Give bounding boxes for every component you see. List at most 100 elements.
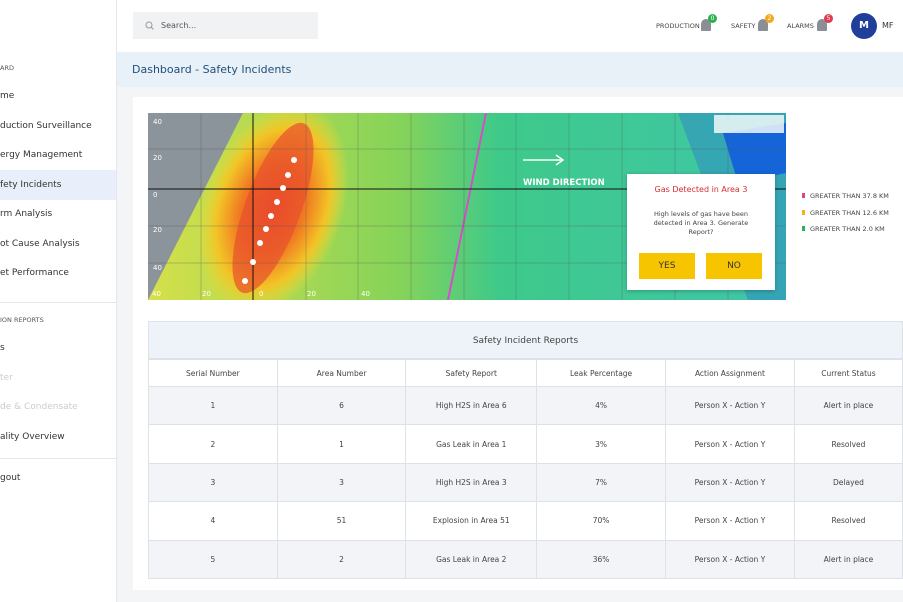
table-row: 4 51 Explosion in Area 51 70% Person X - Act… <box>148 501 903 541</box>
table-cell: 4% <box>536 385 667 426</box>
table-cell: Explosion in Area 51 <box>405 501 538 541</box>
header: Search... M MF PRODUCTION 0 SAFETY 2 ALARMS 5 <box>117 0 903 52</box>
table-cell: Person X - Action Y <box>665 462 795 503</box>
table-cell: 2 <box>148 424 278 464</box>
sidebar-section: ION REPORTS <box>0 316 44 324</box>
map-y-label: 40 <box>153 264 162 272</box>
logout[interactable]: gout <box>0 473 21 483</box>
breadcrumb-text: Dashboard - Safety Incidents <box>132 63 292 76</box>
header-row: Serial Number Area Number Safety Report Lea… <box>148 359 903 387</box>
column-header: Leak Percentage <box>536 359 667 387</box>
table-cell: 1 <box>276 424 407 464</box>
search-placeholder: Search... <box>161 21 197 30</box>
table-cell: Gas Leak in Area 2 <box>405 539 538 579</box>
nav-item[interactable]: ergy Management <box>0 150 83 160</box>
legend-label: GREATER THAN 12.6 KM <box>810 208 889 217</box>
bell-icon <box>701 19 711 31</box>
table-row: 2 1 Gas Leak in Area 1 3% Person X - Action … <box>148 424 903 464</box>
table-cell: Delayed <box>793 462 903 503</box>
nav-item[interactable]: duction Surveillance <box>0 120 92 131</box>
table-cell: Alert in place <box>793 539 903 579</box>
nav-item[interactable]: et Performance <box>0 268 69 278</box>
wind-label: WIND DIRECTION <box>523 178 605 188</box>
nav-item[interactable]: me <box>0 91 15 101</box>
no-button[interactable]: NO <box>706 253 762 279</box>
map-y-label: 20 <box>153 226 162 234</box>
table-cell: Alert in place <box>793 385 903 426</box>
user-name: MF <box>882 21 894 30</box>
table-cell: 70% <box>536 501 667 541</box>
badge: 5 <box>824 14 833 23</box>
badge: 2 <box>765 14 774 23</box>
search-icon <box>145 21 154 30</box>
map-x-label: 40 <box>361 290 370 298</box>
legend-label: GREATER THAN 2.0 KM <box>810 225 885 233</box>
table-row: 5 2 Gas Leak in Area 2 36% Person X - Action… <box>148 539 903 579</box>
legend-item: GREATER THAN 2.0 KM <box>802 225 885 233</box>
nav-item[interactable]: de & Condensate <box>0 402 78 412</box>
nav-item[interactable]: ality Overview <box>0 431 65 442</box>
nav-item[interactable]: s <box>0 343 5 353</box>
table-cell: High H2S in Area 3 <box>405 462 538 503</box>
bell-icon <box>817 19 827 31</box>
sidebar-section: ARD <box>0 64 14 72</box>
table-cell: 36% <box>536 539 667 579</box>
table-cell: 51 <box>276 501 407 541</box>
column-header: Safety Report <box>405 359 538 387</box>
table-cell: Resolved <box>793 501 903 541</box>
table-title: Safety Incident Reports <box>148 321 903 359</box>
indicator-label: SAFETY <box>731 22 756 30</box>
column-header: Current Status <box>793 359 903 387</box>
map-x-label: 20 <box>307 290 316 298</box>
table-cell: High H2S in Area 6 <box>405 385 538 426</box>
column-header: Action Assignment <box>665 359 795 387</box>
map-y-label: 20 <box>153 154 162 162</box>
legend-swatch <box>802 209 805 215</box>
map-x-label: 20 <box>202 290 211 298</box>
table-cell: 1 <box>148 385 278 426</box>
search-box[interactable]: Search... <box>133 12 318 39</box>
table-cell: 6 <box>276 385 407 426</box>
table-cell: 7% <box>536 462 667 503</box>
table-cell: Person X - Action Y <box>665 539 795 579</box>
table-row: 3 3 High H2S in Area 3 7% Person X - Action … <box>148 462 903 503</box>
breadcrumb: Dashboard - Safety Incidents <box>117 52 903 87</box>
table-row: 1 6 High H2S in Area 6 4% Person X - Action … <box>148 385 903 426</box>
report-table: Serial Number Area Number Safety Report Lea… <box>148 359 903 579</box>
popup-title: Gas Detected in Area 3 <box>654 185 748 194</box>
table-cell: 5 <box>148 539 278 579</box>
popup-message: High levels of gas have been detected in… <box>653 210 749 236</box>
table-cell: 3 <box>148 462 278 503</box>
map-x-label: 0 <box>259 290 263 298</box>
map-y-label: 0 <box>153 191 157 199</box>
table-cell: Person X - Action Y <box>665 385 795 426</box>
legend-item: GREATER THAN 37.8 KM <box>802 192 889 200</box>
alert-popup: Gas Detected in Area 3 High levels of ga… <box>627 174 775 290</box>
legend-label: GREATER THAN 37.8 KM <box>810 192 889 200</box>
column-header: Serial Number <box>148 359 278 387</box>
avatar[interactable]: M <box>851 13 877 39</box>
nav-item[interactable]: fety Incidents <box>0 169 116 200</box>
yes-button[interactable]: YES <box>639 253 695 279</box>
map-y-label: 40 <box>153 118 162 126</box>
nav-item[interactable]: ter <box>0 372 13 383</box>
legend-swatch <box>802 226 805 231</box>
table-cell: 3 <box>276 462 407 503</box>
legend-swatch <box>802 193 805 198</box>
nav-item[interactable]: ot Cause Analysis <box>0 238 80 249</box>
sidebar: ARD me duction Surveillance ergy Management… <box>0 0 117 602</box>
table-cell: Resolved <box>793 424 903 464</box>
table-cell: 3% <box>536 424 667 464</box>
badge: 0 <box>708 14 717 23</box>
map-x-label: 40 <box>152 290 161 298</box>
legend-item: GREATER THAN 12.6 KM <box>802 209 889 217</box>
nav-item[interactable]: rm Analysis <box>0 209 53 219</box>
table-cell: 2 <box>276 539 407 579</box>
table-cell: Gas Leak in Area 1 <box>405 424 538 464</box>
table-cell: Person X - Action Y <box>665 501 795 541</box>
bell-icon <box>758 19 768 31</box>
table-cell: 4 <box>148 501 278 541</box>
table-cell: Person X - Action Y <box>665 424 795 464</box>
divider <box>0 458 116 459</box>
